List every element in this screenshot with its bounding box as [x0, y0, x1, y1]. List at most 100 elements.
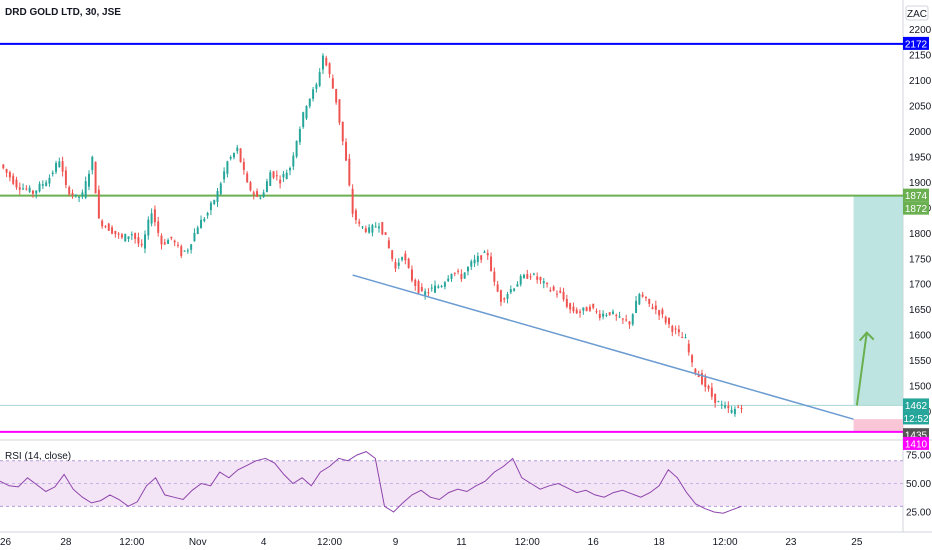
candle-down — [170, 236, 173, 239]
candle-down — [562, 291, 565, 300]
price-tag-bg — [903, 398, 929, 412]
candle-down — [249, 182, 252, 191]
candle-up — [196, 227, 199, 234]
time-tick-label: 12:00 — [317, 537, 342, 548]
candle-down — [417, 281, 420, 293]
candle-up — [532, 273, 535, 275]
stop-loss-zone — [853, 419, 903, 432]
rsi-pane — [0, 451, 903, 514]
price-candles — [2, 53, 743, 417]
candle-down — [460, 273, 463, 280]
candle-down — [8, 172, 11, 178]
price-tick-label: 1550 — [909, 356, 932, 367]
currency-badge[interactable]: ZAC — [905, 5, 929, 21]
candle-down — [664, 316, 667, 323]
candle-up — [48, 177, 51, 184]
candle-up — [285, 172, 288, 180]
candle-up — [213, 199, 216, 205]
candle-down — [391, 250, 394, 259]
price-tick-label: 2150 — [909, 51, 932, 62]
candle-down — [569, 303, 572, 310]
candle-down — [163, 242, 166, 245]
time-tick-label: 26 — [0, 537, 12, 548]
price-tag-label: 1872 — [905, 204, 928, 215]
candle-down — [18, 187, 21, 190]
candle-up — [638, 294, 641, 305]
candle-down — [539, 277, 542, 281]
candle-up — [200, 219, 203, 229]
candle-up — [289, 168, 292, 171]
price-tick-label: 2100 — [909, 76, 932, 87]
candle-up — [506, 294, 509, 299]
upside-arrow-head — [858, 331, 875, 342]
candle-down — [394, 262, 397, 269]
candle-up — [35, 190, 38, 194]
price-tag-label: 1435 — [905, 431, 928, 442]
candle-up — [87, 173, 90, 187]
candle-down — [654, 305, 657, 310]
candle-up — [724, 405, 727, 408]
candle-up — [463, 272, 466, 279]
candle-up — [361, 226, 364, 228]
candle-down — [61, 161, 64, 172]
candle-up — [374, 226, 377, 228]
time-axis[interactable]: 26 28 12:00 Nov 4 12:00 9 11 12:00 16 18 12:00 23 25 — [0, 537, 863, 548]
candle-down — [536, 276, 539, 280]
candle-down — [565, 299, 568, 307]
candle-down — [704, 377, 707, 388]
candle-down — [12, 175, 15, 184]
candle-up — [259, 197, 262, 199]
candle-down — [453, 272, 456, 274]
candle-up — [730, 409, 733, 413]
rsi-line — [0, 451, 742, 514]
candle-up — [167, 239, 170, 244]
candle-down — [694, 368, 697, 373]
candle-up — [368, 227, 371, 233]
candle-up — [265, 181, 268, 192]
candle-up — [58, 161, 61, 168]
candle-up — [190, 244, 193, 250]
candle-up — [611, 311, 614, 314]
candle-up — [38, 183, 41, 192]
candle-down — [661, 309, 664, 315]
candle-down — [410, 269, 413, 281]
candle-up — [542, 281, 545, 284]
candle-up — [186, 250, 189, 252]
candle-down — [457, 270, 460, 272]
candle-up — [28, 187, 31, 192]
candle-down — [499, 290, 502, 302]
candle-down — [71, 192, 74, 196]
candle-down — [120, 234, 123, 238]
candle-down — [572, 306, 575, 312]
candle-up — [45, 182, 48, 187]
candle-down — [737, 406, 740, 408]
candle-down — [2, 164, 5, 169]
candle-up — [282, 173, 285, 178]
candle-up — [150, 213, 153, 224]
candle-down — [651, 307, 654, 309]
candle-up — [605, 314, 608, 316]
candle-down — [404, 253, 407, 261]
candle-up — [78, 196, 81, 198]
candle-down — [64, 170, 67, 185]
candle-down — [414, 279, 417, 287]
candle-down — [681, 337, 684, 339]
candle-down — [691, 355, 694, 363]
candle-up — [233, 153, 235, 158]
candle-up — [509, 289, 512, 293]
candle-down — [555, 293, 558, 295]
candle-up — [447, 278, 450, 282]
candle-down — [710, 387, 713, 397]
candle-down — [97, 189, 100, 219]
candle-down — [272, 171, 275, 178]
rsi-title: RSI (14, close) — [5, 451, 71, 462]
horizontal-levels — [0, 42, 903, 433]
candle-down — [595, 311, 598, 313]
candle-down — [176, 244, 179, 246]
candle-up — [292, 155, 295, 167]
candle-down — [644, 296, 647, 299]
candle-up — [424, 291, 427, 296]
candle-up — [519, 275, 522, 285]
candle-up — [216, 190, 219, 202]
